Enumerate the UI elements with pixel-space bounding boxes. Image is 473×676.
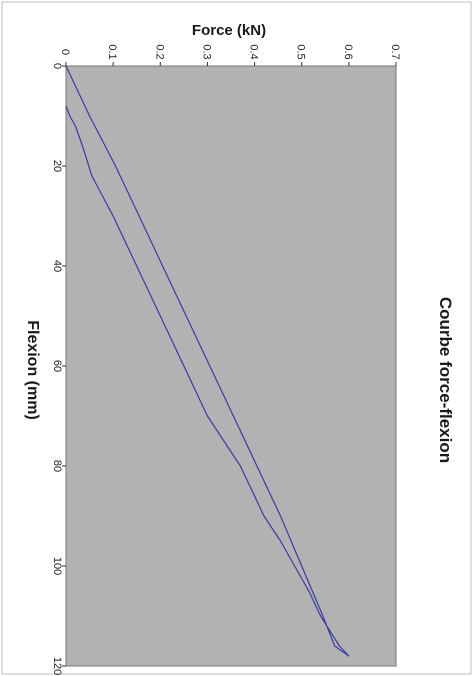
chart-title: Courbe force-flexion — [436, 297, 455, 463]
x-tick-label: 0 — [51, 63, 63, 69]
y-tick-label: 0.2 — [153, 44, 165, 59]
x-tick-label: 20 — [51, 160, 63, 172]
x-tick-label: 60 — [51, 360, 63, 372]
force-flexion-curve — [65, 65, 350, 657]
plot-area — [65, 65, 397, 667]
y-tick-label: 0.5 — [295, 44, 307, 59]
x-tick-label: 40 — [51, 260, 63, 272]
x-tick-label: 80 — [51, 460, 63, 472]
y-tick-label: 0.6 — [342, 44, 354, 59]
y-tick-label: 0.1 — [106, 44, 118, 59]
y-tick-label: 0.3 — [200, 44, 212, 59]
x-tick-label: 120 — [51, 657, 63, 675]
y-tick-label: 0.7 — [389, 44, 401, 59]
x-axis-label: Flexion (mm) — [24, 320, 41, 420]
y-tick-label: 0 — [59, 49, 71, 55]
y-axis-label: Force (kN) — [192, 22, 266, 39]
y-tick-label: 0.4 — [248, 44, 260, 59]
x-tick-label: 100 — [51, 557, 63, 575]
